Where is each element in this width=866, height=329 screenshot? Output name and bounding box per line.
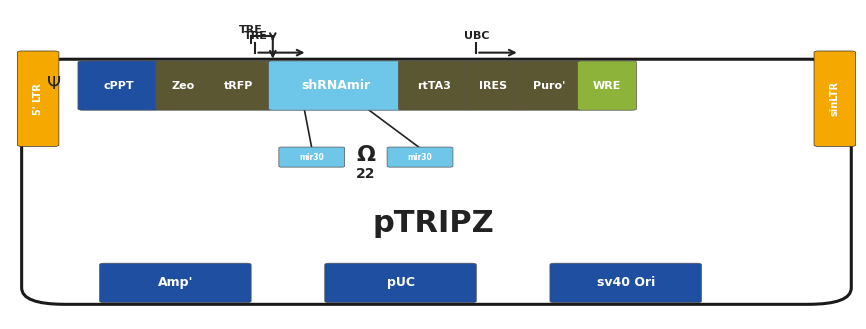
FancyBboxPatch shape	[268, 61, 403, 110]
Text: pUC: pUC	[386, 276, 415, 290]
Text: TRE: TRE	[239, 25, 263, 35]
Text: pTRIPZ: pTRIPZ	[372, 209, 494, 238]
Text: 22: 22	[356, 167, 376, 181]
FancyBboxPatch shape	[325, 263, 476, 303]
Text: 5' LTR: 5' LTR	[33, 83, 43, 114]
Text: Ψ: Ψ	[47, 75, 61, 93]
Text: Ω: Ω	[357, 145, 375, 165]
Text: IRES: IRES	[479, 81, 507, 90]
FancyBboxPatch shape	[550, 263, 701, 303]
Text: rtTA3: rtTA3	[417, 81, 451, 90]
FancyBboxPatch shape	[279, 147, 345, 167]
Text: TRE: TRE	[243, 31, 268, 41]
Text: mir30: mir30	[300, 153, 324, 162]
FancyBboxPatch shape	[205, 61, 273, 110]
Text: tRFP: tRFP	[224, 81, 254, 90]
FancyBboxPatch shape	[517, 61, 582, 110]
Text: cPPT: cPPT	[104, 81, 134, 90]
FancyBboxPatch shape	[398, 61, 469, 110]
Text: Puro': Puro'	[533, 81, 565, 90]
FancyBboxPatch shape	[78, 61, 160, 110]
Text: Zeo: Zeo	[171, 81, 194, 90]
Text: shRNAmir: shRNAmir	[301, 79, 370, 92]
FancyBboxPatch shape	[814, 51, 856, 146]
FancyBboxPatch shape	[465, 61, 521, 110]
FancyBboxPatch shape	[100, 263, 251, 303]
FancyBboxPatch shape	[578, 61, 637, 110]
FancyBboxPatch shape	[156, 61, 210, 110]
Text: WRE: WRE	[593, 81, 621, 90]
Text: UBC: UBC	[463, 31, 489, 41]
Text: sinLTR: sinLTR	[830, 81, 840, 116]
Text: Amp': Amp'	[158, 276, 193, 290]
FancyBboxPatch shape	[387, 147, 453, 167]
FancyBboxPatch shape	[17, 51, 59, 146]
Text: mir30: mir30	[408, 153, 432, 162]
Text: sv40 Ori: sv40 Ori	[597, 276, 655, 290]
